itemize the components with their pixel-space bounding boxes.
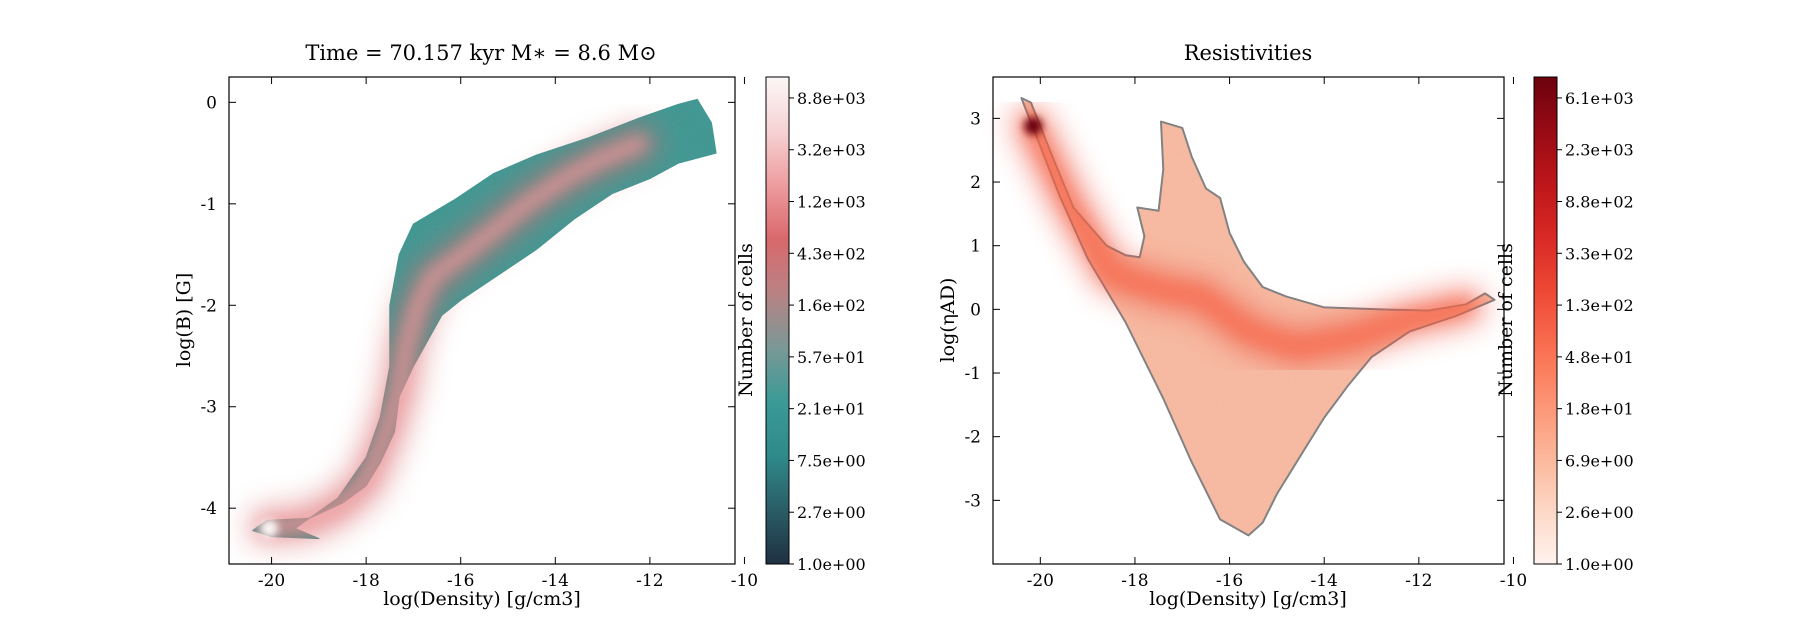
resistivity-colorbar-tick-label: 1.0e+00 — [1565, 555, 1634, 574]
resistivity-colorbar-tick-label: 3.3e+02 — [1565, 244, 1634, 263]
bfield-colorbar-bar — [765, 76, 790, 565]
bfield-xtick-label: -16 — [447, 571, 474, 591]
bfield-ylabel: log(B) [G] — [173, 273, 195, 368]
bfield-colorbar: 1.0e+00 2.7e+00 7.5e+00 2.1e+01 5.7e+01 1.6e+… — [735, 76, 866, 574]
resistivity-xtick-label: -10 — [1500, 571, 1527, 591]
bfield-colorbar-tick-label: 1.2e+03 — [797, 193, 866, 212]
bfield-colorbar-tick-label: 1.6e+02 — [797, 296, 866, 315]
bfield-ytick-label: -1 — [200, 195, 217, 215]
bfield-ticks: -20 -18 -16 -14 -12 -10-4-3-2-10 — [200, 77, 758, 591]
bfield-colorbar-tick-label: 5.7e+01 — [797, 348, 866, 367]
resistivity-xtick-label: -14 — [1311, 571, 1338, 591]
bfield-title: Time = 70.157 kyr M∗ = 8.6 M⊙ — [305, 41, 656, 65]
resistivity-ytick-label: 0 — [970, 300, 981, 320]
bfield-colorbar-tick-label: 4.3e+02 — [797, 244, 866, 263]
resistivity-colorbar-tick-label: 2.3e+03 — [1565, 141, 1634, 160]
resistivity-plot-area — [1011, 97, 1496, 537]
resistivity-axes-frame — [992, 76, 1505, 565]
resistivity-hotspot — [1024, 117, 1043, 136]
bfield-ytick-label: -2 — [200, 296, 217, 316]
bfield-ytick-label: -4 — [200, 499, 217, 519]
bfield-colorbar-tick-label: 1.0e+00 — [797, 555, 866, 574]
bfield-ytick-label: 0 — [206, 93, 217, 113]
resistivity-xtick-label: -16 — [1216, 571, 1243, 591]
resistivity-ytick-label: -2 — [964, 428, 981, 448]
resistivity-colorbar-tick-label: 2.6e+00 — [1565, 503, 1634, 522]
resistivity-colorbar-tick-label: 1.8e+01 — [1565, 400, 1634, 419]
bfield-xtick-label: -12 — [636, 571, 663, 591]
resistivity-colorbar-tick-label: 4.8e+01 — [1565, 348, 1634, 367]
bfield-xlabel: log(Density) [g/cm3] — [383, 588, 581, 610]
bfield-colorbar-tick-label: 2.1e+01 — [797, 400, 866, 419]
resistivity-colorbar-tick-label: 6.1e+03 — [1565, 89, 1634, 108]
bfield-density-texture — [252, 99, 717, 539]
bfield-colorbar-ticks: 1.0e+00 2.7e+00 7.5e+00 2.1e+01 5.7e+01 1.6e+… — [789, 89, 866, 574]
resistivity-xtick-label: -12 — [1405, 571, 1432, 591]
bfield-colorbar-tick-label: 2.7e+00 — [797, 503, 866, 522]
bfield-xtick-label: -14 — [542, 571, 569, 591]
bfield-xtick-label: -18 — [352, 571, 379, 591]
resistivity-colorbar-tick-label: 8.8e+02 — [1565, 193, 1634, 212]
bfield-colorbar-tick-label: 8.8e+03 — [797, 89, 866, 108]
bfield-axes-frame — [228, 76, 736, 565]
resistivity-colorbar: 1.0e+00 2.6e+00 6.9e+00 1.8e+01 4.8e+01 1.3e+… — [1495, 76, 1634, 574]
bfield-plot-area — [247, 98, 717, 546]
resistivity-colorbar-label: Number of cells — [1495, 243, 1517, 397]
resistivity-xtick-label: -20 — [1027, 571, 1054, 591]
resistivity-ytick-label: 3 — [970, 109, 981, 129]
bfield-colorbar-tick-label: 7.5e+00 — [797, 451, 866, 470]
resistivity-colorbar-ticks: 1.0e+00 2.6e+00 6.9e+00 1.8e+01 4.8e+01 1.3e+… — [1557, 89, 1634, 574]
bfield-xtick-label: -20 — [258, 571, 285, 591]
bfield-panel: Time = 70.157 kyr M∗ = 8.6 M⊙ -20 -18 -16-… — [173, 41, 866, 610]
bfield-xtick-label: -10 — [731, 571, 758, 591]
bfield-hotspot — [260, 519, 279, 538]
resistivity-colorbar-tick-label: 1.3e+02 — [1565, 296, 1634, 315]
resistivity-ridge-core — [1023, 117, 1474, 355]
bfield-colorbar-label: Number of cells — [735, 243, 757, 397]
resistivity-colorbar-tick-label: 6.9e+00 — [1565, 451, 1634, 470]
bfield-ytick-label: -3 — [200, 398, 217, 418]
resistivity-colorbar-bar — [1533, 76, 1558, 565]
resistivity-ytick-label: 1 — [970, 237, 981, 257]
resistivity-title: Resistivities — [1184, 41, 1313, 65]
bfield-colorbar-tick-label: 3.2e+03 — [797, 141, 866, 160]
resistivity-ytick-label: -3 — [964, 491, 981, 511]
resistivity-ytick-label: -1 — [964, 364, 981, 384]
bfield-ridge-core — [259, 135, 648, 534]
resistivity-xtick-label: -18 — [1121, 571, 1148, 591]
resistivity-ylabel: log(ηAD) — [937, 278, 959, 363]
resistivity-xlabel: log(Density) [g/cm3] — [1149, 588, 1347, 610]
resistivity-ytick-label: 2 — [970, 173, 981, 193]
resistivity-panel: Resistivities -20 -18 -16 -14 -12 -10-3-2-101… — [937, 41, 1634, 610]
